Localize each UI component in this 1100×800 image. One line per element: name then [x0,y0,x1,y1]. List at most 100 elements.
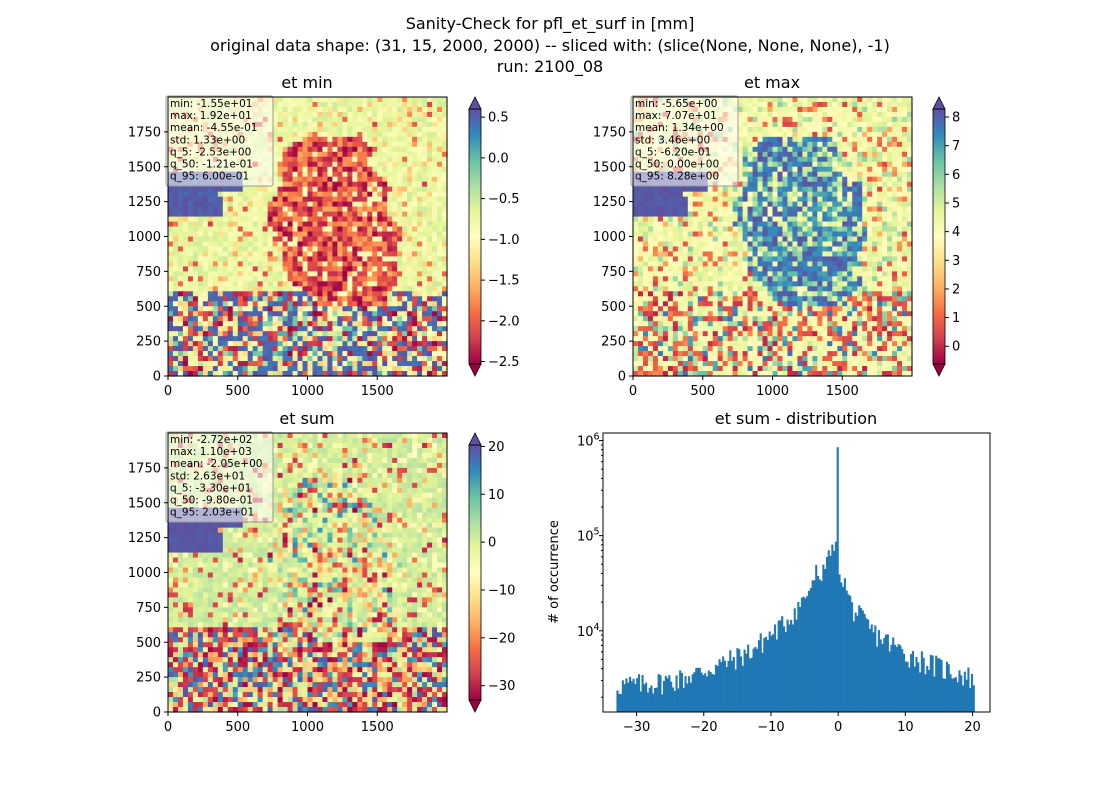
heatmap-cell [762,176,769,183]
heatmap-cell [322,146,329,153]
heatmap-cell [872,121,878,128]
heatmap-cell [892,226,898,233]
heatmap-cell [642,186,649,193]
heatmap-cell [907,231,913,238]
heatmap-cell [862,146,868,153]
heatmap-cell [247,326,254,332]
heatmap-cell [202,321,209,327]
heatmap-cell [907,226,913,233]
heatmap-cell [262,286,269,292]
heatmap-cell [222,241,229,248]
heatmap-cell [782,121,789,128]
heatmap-cell [292,116,299,123]
heatmap-cell [297,186,304,193]
heatmap-cell [372,97,378,103]
heatmap-cell [297,101,304,108]
heatmap-cell [177,246,184,253]
heatmap-cell [822,126,828,133]
heatmap-cell [377,146,383,153]
heatmap-cell [232,231,239,238]
heatmap-cell [792,171,799,178]
heatmap-cell [432,146,438,153]
heatmap-cell [272,276,279,282]
heatmap-cell [252,281,259,287]
heatmap-cell [787,231,794,238]
heatmap-cell [422,296,428,302]
heatmap-cell [807,97,813,103]
heatmap-cell [367,301,373,307]
heatmap-cell [217,351,224,357]
heatmap-cell [372,276,378,282]
y-tick-label: 1000 [128,230,161,245]
heatmap-cell [232,236,239,243]
heatmap-cell [237,366,244,372]
heatmap-cell [177,336,184,342]
heatmap-cell [222,306,229,312]
heatmap-cell [832,221,838,228]
heatmap-cell [672,246,679,253]
heatmap-cell [427,341,433,347]
heatmap-cell [707,196,714,203]
heatmap-cell [432,326,438,332]
heatmap-cell [792,97,799,103]
heatmap-cell [297,196,304,203]
heatmap-cell [367,286,373,292]
heatmap-cell [832,186,838,193]
heatmap-cell [297,256,304,263]
heatmap-cell [687,231,694,238]
heatmap-cell [252,206,259,213]
heatmap-cell [897,251,903,258]
heatmap-cell [312,236,319,243]
heatmap-cell [442,146,448,153]
heatmap-cell [887,241,893,248]
heatmap-cell [212,256,219,263]
heatmap-cell [227,216,234,223]
heatmap-cell [297,371,304,377]
heatmap-cell [867,221,873,228]
heatmap-cell [222,351,229,357]
heatmap-cell [367,326,373,332]
heatmap-cell [437,221,443,228]
heatmap-cell [397,216,403,223]
heatmap-cell [442,171,448,178]
heatmap-cell [227,356,234,362]
heatmap-cell [262,201,269,208]
heatmap-cell [367,236,373,243]
heatmap-cell [332,301,338,307]
heatmap-cell [387,201,393,208]
heatmap-cell [252,186,259,193]
heatmap-cell [302,346,309,352]
heatmap-cell [392,151,398,158]
heatmap-cell [192,316,199,322]
heatmap-cell [422,281,428,287]
heatmap-cell [182,211,189,218]
heatmap-cell [757,106,764,113]
heatmap-cell [852,146,858,153]
heatmap-cell [402,141,408,148]
heatmap-cell [862,221,868,228]
heatmap-cell [717,251,724,258]
heatmap-cell [872,206,878,213]
heatmap-cell [727,206,734,213]
heatmap-cell [312,286,319,292]
heatmap-cell [347,251,353,258]
heatmap-cell [202,261,209,267]
heatmap-cell [437,256,443,263]
heatmap-cell [432,176,438,183]
heatmap-cell [327,126,334,133]
heatmap-cell [207,366,214,372]
heatmap-cell [352,336,358,342]
heatmap-cell [242,271,249,277]
heatmap-cell [168,311,174,317]
heatmap-cell [392,291,398,297]
heatmap-cell [292,291,299,297]
heatmap-cell [847,251,853,258]
heatmap-cell [327,196,334,203]
heatmap-cell [367,336,373,342]
heatmap-cell [172,281,179,287]
heatmap-cell [252,311,259,317]
heatmap-cell [437,126,443,133]
heatmap-cell [782,131,789,138]
heatmap-cell [737,166,744,173]
heatmap-cell [382,361,388,367]
